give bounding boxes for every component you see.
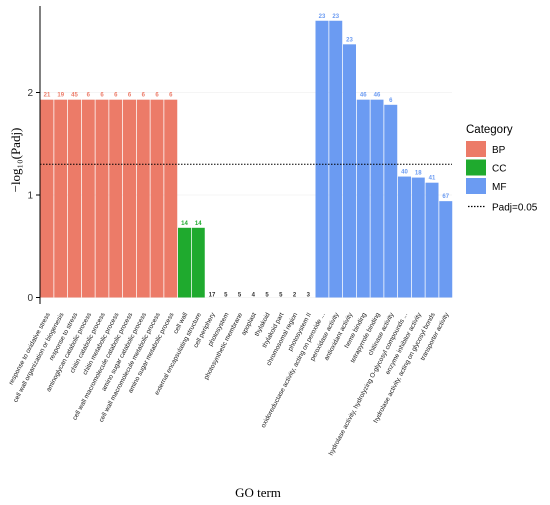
bar-count-label: 5: [238, 293, 242, 299]
bar-count-label: 6: [389, 98, 393, 104]
bar-cc: [178, 227, 191, 298]
bar-count-label: 6: [155, 93, 159, 99]
bar-count-label: 14: [195, 221, 202, 227]
bar-bp: [109, 99, 123, 298]
legend-threshold-label: Padj=0.05: [492, 203, 538, 214]
bar-cc: [191, 227, 205, 298]
bar-mf: [411, 177, 425, 298]
bar-count-label: 23: [332, 14, 339, 20]
x-axis-title: GO term: [235, 485, 281, 500]
axes: 0 1 2: [27, 6, 41, 304]
bar-mf: [384, 104, 398, 298]
bar-count-label: 3: [307, 293, 311, 299]
bar-count-label: 40: [401, 170, 408, 176]
bar-count-label: 21: [44, 93, 51, 99]
y-axis-title: −log₁₀(Padj): [8, 128, 23, 193]
bar-count-label: 18: [415, 171, 422, 177]
bar-count-label: 67: [442, 194, 449, 200]
bar-mf: [356, 99, 370, 298]
bars-group: [40, 20, 453, 298]
bar-count-label: 4: [252, 293, 256, 299]
bar-count-label: 5: [279, 293, 283, 299]
bar-bp: [68, 99, 81, 298]
bar-count-label: 5: [224, 293, 228, 299]
y-tick-label: 2: [27, 88, 33, 99]
bar-bp: [123, 99, 136, 298]
bar-count-label: 6: [114, 93, 118, 99]
bar-count-label: 46: [360, 93, 367, 99]
bar-count-label: 2: [293, 293, 297, 299]
y-tick-label: 1: [27, 191, 33, 202]
legend: Category BP CC MF Padj=0.05: [466, 124, 538, 214]
bar-bp: [95, 99, 109, 298]
bar-mf: [329, 20, 343, 298]
bar-bp: [136, 99, 150, 298]
bar-count-label: 6: [100, 93, 104, 99]
bar-bp: [164, 99, 178, 298]
bar-count-label: 46: [374, 93, 381, 99]
y-tick-label: 0: [27, 293, 33, 304]
bar-count-label: 6: [142, 93, 146, 99]
bar-count-label: 14: [181, 221, 188, 227]
bar-bp: [54, 99, 68, 298]
bar-count-label: 17: [209, 293, 216, 299]
bar-mf: [425, 182, 439, 298]
bar-mf: [439, 201, 453, 298]
bar-count-label: 6: [128, 93, 132, 99]
legend-swatch-mf: [466, 178, 486, 194]
bar-count-label: 6: [169, 93, 173, 99]
legend-title: Category: [466, 124, 513, 136]
bar-bp: [40, 99, 54, 298]
bar-count-label: 45: [71, 93, 78, 99]
bar-count-label: 23: [346, 37, 353, 43]
bar-mf: [370, 99, 384, 298]
bar-count-label: 6: [87, 93, 91, 99]
legend-label-cc: CC: [492, 164, 506, 175]
legend-swatch-bp: [466, 141, 486, 157]
bar-mf: [315, 20, 329, 298]
legend-swatch-cc: [466, 159, 486, 176]
bar-bp: [150, 99, 164, 298]
legend-label-mf: MF: [492, 182, 506, 193]
bar-mf: [398, 176, 411, 298]
bar-count-label: 5: [265, 293, 269, 299]
bar-mf: [343, 44, 356, 298]
bar-count-label: 23: [319, 14, 326, 20]
legend-label-bp: BP: [492, 145, 506, 156]
bar-count-label: 41: [429, 176, 436, 182]
bar-count-label: 19: [57, 93, 64, 99]
bar-bp: [81, 99, 95, 298]
